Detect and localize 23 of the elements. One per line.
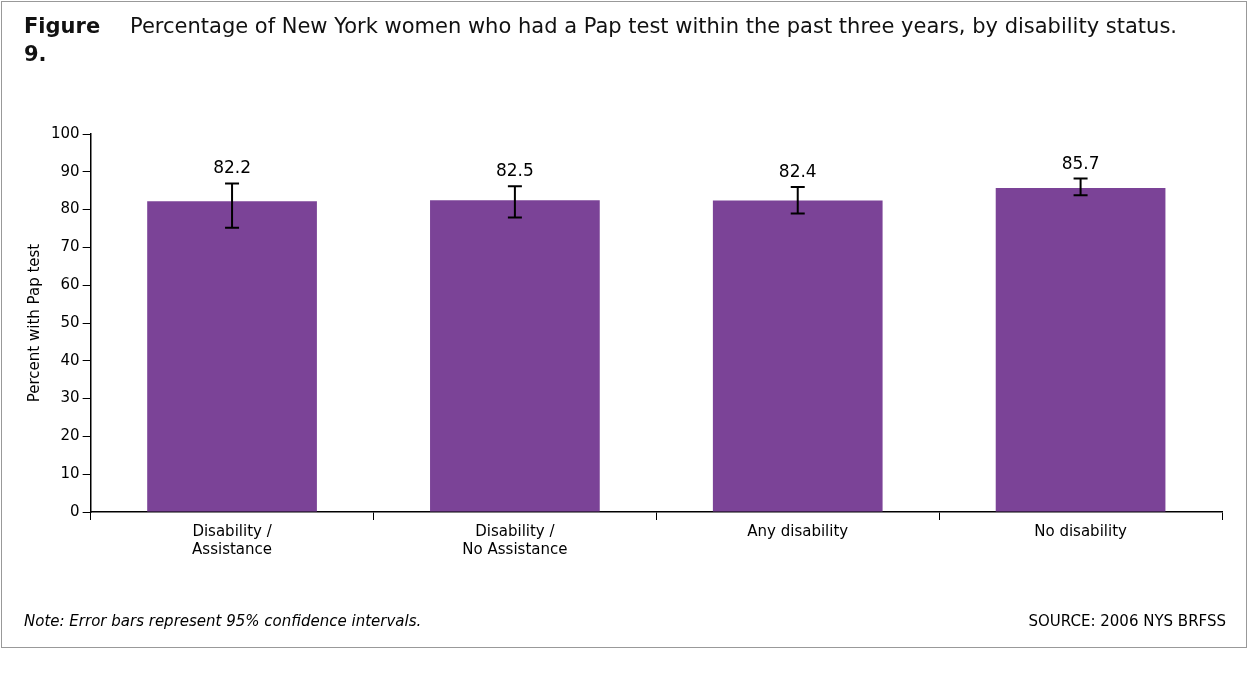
y-tick-label: 80 — [60, 199, 80, 218]
x-tick-label: Any disability — [747, 521, 849, 540]
y-tick-label: 60 — [60, 275, 80, 294]
y-tick-label: 0 — [70, 501, 80, 520]
x-tick-label: Disability / No Assistance — [462, 521, 568, 558]
text: Note: Error bars represent 95% confidence intervals. — [24, 612, 422, 630]
y-tick-label: 100 — [50, 123, 80, 142]
y-tick-label: 90 — [60, 161, 80, 180]
y-tick-label: 40 — [60, 350, 80, 369]
y-axis-title: Percent with Pap test — [24, 243, 43, 403]
y-tick-label: 50 — [60, 312, 80, 331]
data-label: 82.2 — [213, 157, 251, 178]
source-note: SOURCE: 2006 NYS BRFSS — [1028, 612, 1226, 630]
data-label: 82.4 — [778, 160, 817, 181]
x-tick-label: No disability — [1034, 521, 1128, 540]
x-tick-label: Disability / Assistance — [192, 521, 273, 558]
chart-title: Figure 9. Percentage of New York women who had a Pap test within the past three years, by disability status. — [24, 14, 1177, 66]
data-label: 85.7 — [1061, 152, 1100, 173]
y-tick-label: 10 — [60, 464, 80, 483]
y-tick-label: 20 — [60, 426, 80, 445]
y-tick-label: 30 — [60, 388, 80, 407]
data-label: 82.5 — [495, 160, 534, 181]
y-tick-label: 70 — [60, 237, 80, 256]
